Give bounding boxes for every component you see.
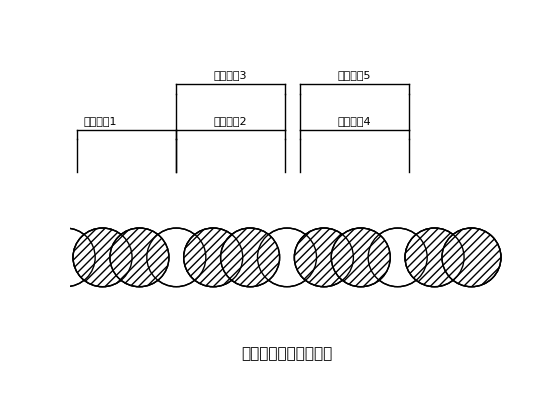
Text: 施工顺序3: 施工顺序3: [214, 71, 248, 81]
Text: 施工顺序2: 施工顺序2: [214, 116, 248, 126]
Ellipse shape: [184, 228, 242, 287]
Ellipse shape: [73, 228, 132, 287]
Text: 施工顺序4: 施工顺序4: [338, 116, 371, 126]
Ellipse shape: [332, 228, 390, 287]
Ellipse shape: [36, 228, 95, 287]
Ellipse shape: [258, 228, 316, 287]
Text: 搅拌桩施工顺序示意图: 搅拌桩施工顺序示意图: [241, 346, 333, 361]
Ellipse shape: [332, 228, 390, 287]
Ellipse shape: [110, 228, 169, 287]
Ellipse shape: [295, 228, 353, 287]
Ellipse shape: [147, 228, 206, 287]
Ellipse shape: [442, 228, 501, 287]
Text: 施工顺序5: 施工顺序5: [338, 71, 371, 81]
Ellipse shape: [368, 228, 427, 287]
Ellipse shape: [442, 228, 501, 287]
Ellipse shape: [295, 228, 353, 287]
Ellipse shape: [73, 228, 132, 287]
Ellipse shape: [221, 228, 279, 287]
Ellipse shape: [184, 228, 242, 287]
Ellipse shape: [405, 228, 464, 287]
Ellipse shape: [221, 228, 279, 287]
Text: 施工顺序1: 施工顺序1: [83, 116, 116, 126]
Ellipse shape: [110, 228, 169, 287]
Ellipse shape: [405, 228, 464, 287]
